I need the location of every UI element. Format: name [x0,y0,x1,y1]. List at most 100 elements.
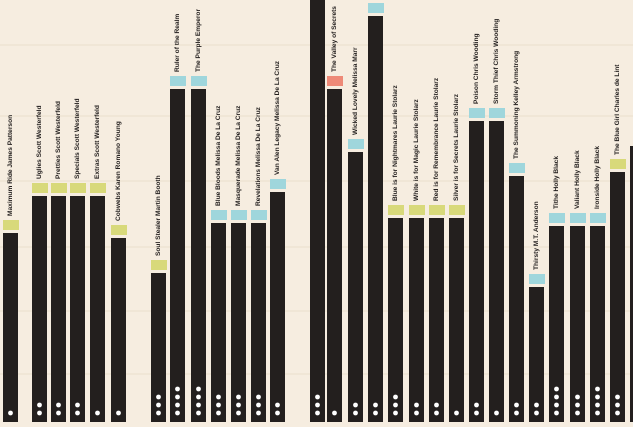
bar-dot [373,402,378,408]
chart-bar [449,218,464,422]
bar-dot [256,410,261,416]
bar-dot [595,402,600,408]
chart-bar [549,226,564,422]
bar-label: Van Alen Legacy Melissa De La Cruz [274,60,281,175]
bar-dot [216,402,221,408]
bar-marker-yellow [90,183,106,193]
bar-dot [275,402,280,408]
bar-dot [256,402,261,408]
chart-bar [489,121,504,422]
bar-label: Revelations Melissa De La Cruz [255,106,262,206]
bar-label: White is for Magic Laurie Stolarz [413,98,420,201]
bar-label: Ironside Holly Black [594,146,601,209]
chart-bar [590,226,605,422]
bar-dot [196,386,201,392]
bar-label: Cobwebs Karen Romano Young [115,121,122,221]
bar-dot [275,410,280,416]
bar-dot [216,410,221,416]
chart-bar [270,192,285,422]
bar-label: Ruler of the Realm [174,14,181,72]
bar-dot [75,402,80,408]
bar-label: The Valley of Secrets [331,6,338,72]
bar-label: The Blue Girl Charles de Lint [614,64,621,155]
bar-dot [116,410,121,416]
bar-dot [37,410,42,416]
bar-dot [156,410,161,416]
bar-dot [474,402,479,408]
bar-label: The Purple Emperor [195,9,202,72]
chart-bar [170,89,185,422]
bar-label: The Summoning Kelley Armstrong [513,51,520,159]
bar-dot [454,410,459,416]
chart-bar [348,152,363,422]
bar-label: Specials Scott Westerfeld [74,99,81,180]
bar-label: Blue is for Nightmares Laurie Stolarz [392,85,399,201]
bar-marker-blue [191,76,207,86]
bar-marker-blue [570,213,586,223]
bar-dot [514,410,519,416]
bar-marker-blue [270,179,286,189]
bar-marker-yellow [51,183,67,193]
bar-dot [37,402,42,408]
bar-dot [393,394,398,400]
bar-dot [175,402,180,408]
bar-dot [56,402,61,408]
bar-dot [8,410,13,416]
bar-marker-blue [348,139,364,149]
bar-dot [56,410,61,416]
chart-bar [3,233,18,422]
bar-label: Soul Stealer Martin Booth [155,175,162,256]
bar-dot [414,402,419,408]
bar-dot [393,402,398,408]
bar-dot [595,410,600,416]
bar-marker-yellow [111,225,127,235]
bar-marker-blue [251,210,267,220]
chart-bar [570,226,585,422]
bar-marker-yellow [151,260,167,270]
bar-dot [315,402,320,408]
bar-dot [332,410,337,416]
chart-bar [51,196,66,422]
bar-dot [196,394,201,400]
bar-dot [393,410,398,416]
chart-bar [630,146,633,422]
chart-bar [509,176,524,422]
bar-label: Masquerade Melissa De La Cruz [235,105,242,206]
bar-dot [373,410,378,416]
bar-dot [595,394,600,400]
bar-dot [434,410,439,416]
bar-label: Pretties Scott Westerfeld [55,101,62,179]
bar-dot [554,386,559,392]
bar-dot [175,410,180,416]
bar-marker-blue [469,108,485,118]
bar-dot [156,394,161,400]
chart-bar [151,273,166,422]
bar-dot [175,394,180,400]
bar-marker-blue [549,213,565,223]
bar-marker-blue [509,163,525,173]
bar-dot [514,402,519,408]
bar-label: Valiant Holly Black [574,150,581,209]
bar-label: Maximum Ride James Patterson [7,115,14,216]
bar-dot [196,410,201,416]
bar-marker-blue [368,3,384,13]
chart-bar [388,218,403,422]
bar-dot [216,394,221,400]
bar-dot [534,410,539,416]
bar-dot [575,402,580,408]
chart-bar [111,238,126,422]
bar-dot [575,394,580,400]
bar-dot [175,386,180,392]
bar-label: Extras Scott Westerfeld [94,105,101,179]
chart-bar [610,172,625,422]
bar-marker-yellow [388,205,404,215]
bar-dot [575,410,580,416]
bar-dot [615,410,620,416]
bar-marker-yellow [449,205,465,215]
bar-dot [75,410,80,416]
bar-marker-yellow [429,205,445,215]
bar-dot [554,410,559,416]
chart-bar [32,196,47,422]
